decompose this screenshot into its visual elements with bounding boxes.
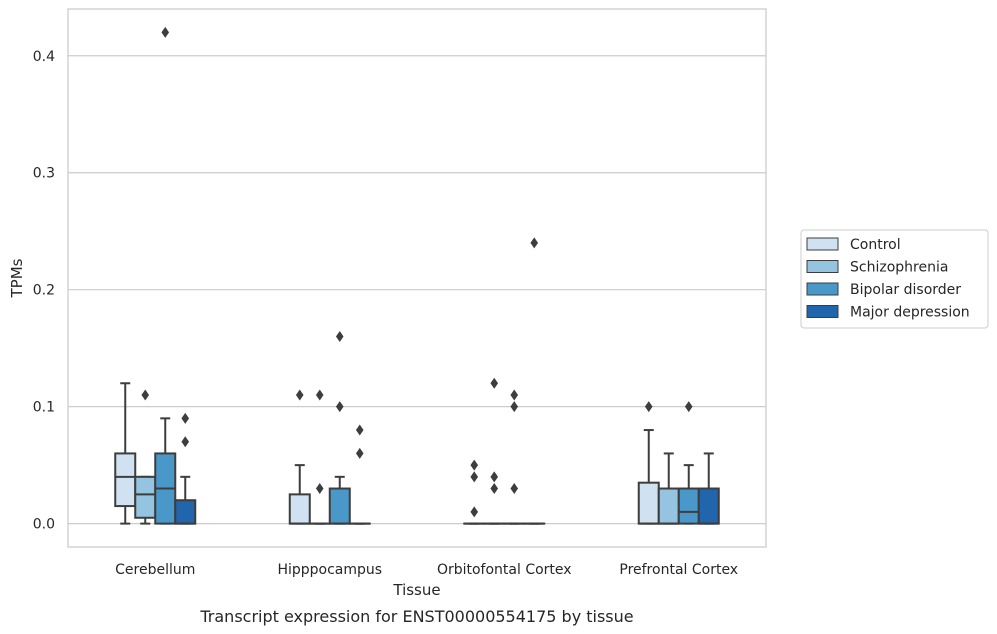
box-3-3: [697, 452, 720, 525]
outlier-point: [181, 412, 190, 424]
outlier-point: [161, 26, 170, 38]
outlier-point: [335, 330, 344, 342]
x-tick-label: Cerebellum: [115, 562, 195, 578]
outlier-point: [530, 237, 539, 249]
box-3-0: [174, 412, 197, 525]
box-1-0: [134, 389, 157, 525]
outlier-point: [141, 389, 150, 401]
y-tick-label: 0.3: [33, 166, 55, 182]
box-body: [114, 452, 137, 508]
box-body: [288, 493, 311, 525]
legend-swatch: [806, 305, 839, 318]
box-body: [174, 499, 197, 525]
legend-swatch: [806, 282, 839, 296]
y-axis-ticks: 0.0 0.1 0.2 0.3 0.4: [33, 49, 55, 533]
legend-frame: [800, 229, 989, 329]
legend-label: Control: [850, 237, 901, 253]
outlier-point: [355, 424, 364, 436]
box-0-2: [463, 459, 486, 525]
legend-label: Bipolar disorder: [850, 282, 961, 298]
chart-title: Transcript expression for ENST0000055417…: [199, 607, 633, 626]
box-2-3: [677, 401, 700, 525]
outlier-point: [490, 377, 499, 389]
box-2-1: [328, 330, 351, 525]
outlier-point: [684, 401, 693, 413]
y-axis-label: TPMs: [8, 258, 26, 298]
legend-swatch: [806, 237, 839, 251]
outlier-point: [490, 483, 499, 495]
outlier-point: [470, 506, 479, 518]
legend: Control Schizophrenia Bipolar disorder Majo…: [800, 229, 989, 329]
box-1-2: [483, 377, 506, 525]
x-tick-label: Prefrontal Cortex: [619, 562, 738, 578]
outlier-point: [335, 401, 344, 413]
outlier-point: [510, 401, 519, 413]
box-0-3: [637, 401, 660, 525]
x-axis-label: Tissue: [392, 581, 440, 599]
outlier-point: [470, 459, 479, 471]
legend-label: Schizophrenia: [850, 260, 948, 276]
outlier-point: [644, 401, 653, 413]
outlier-point: [470, 471, 479, 483]
outlier-point: [295, 389, 304, 401]
box-0-1: [288, 389, 311, 525]
outlier-point: [181, 436, 190, 448]
y-tick-label: 0.4: [33, 49, 55, 65]
outlier-point: [510, 483, 519, 495]
y-tick-label: 0.1: [33, 400, 55, 416]
box-body: [328, 487, 351, 525]
plot-area-frame: [67, 8, 767, 548]
outlier-point: [315, 483, 324, 495]
box-body: [637, 481, 660, 525]
x-tick-label: Hipppocampus: [277, 562, 382, 578]
box-plots: [114, 26, 720, 525]
x-axis-ticks: Cerebellum Hipppocampus Orbitofontal Corte…: [115, 562, 738, 578]
outlier-point: [490, 471, 499, 483]
box-2-2: [503, 389, 526, 525]
outlier-point: [355, 447, 364, 459]
legend-label: Major depression: [850, 305, 970, 321]
box-body: [697, 487, 720, 525]
x-tick-label: Orbitofontal Cortex: [437, 562, 572, 578]
outlier-point: [510, 389, 519, 401]
box-body: [657, 487, 680, 525]
box-2-0: [154, 26, 177, 525]
outlier-point: [315, 389, 324, 401]
box-1-3: [657, 452, 680, 525]
box-1-1: [308, 389, 331, 525]
box-3-2: [523, 237, 546, 525]
y-tick-label: 0.0: [33, 517, 55, 533]
box-0-0: [114, 382, 137, 525]
y-tick-label: 0.2: [33, 283, 55, 299]
box-body: [677, 487, 700, 525]
legend-swatch: [806, 260, 839, 273]
box-body: [134, 475, 157, 519]
box-3-1: [348, 424, 371, 525]
